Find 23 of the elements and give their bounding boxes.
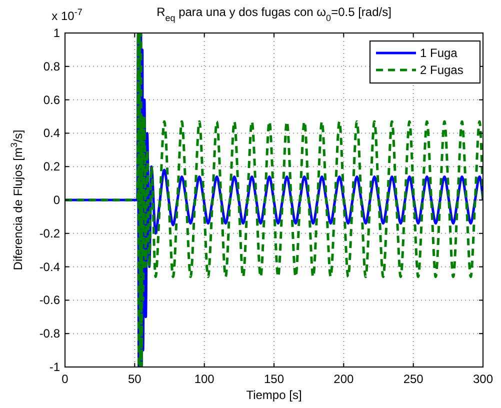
y-tick-label: 0.2 bbox=[43, 160, 60, 174]
x-tick-label: 100 bbox=[194, 372, 215, 386]
x-tick-label: 150 bbox=[264, 372, 284, 386]
y-tick-label: 0.6 bbox=[43, 92, 60, 107]
legend-label: 2 Fugas bbox=[420, 63, 464, 77]
y-tick-label: 0 bbox=[53, 193, 60, 207]
y-tick-label: -0.4 bbox=[39, 260, 60, 274]
y-tick-label: 0.8 bbox=[43, 59, 60, 74]
y-tick-label: -0.8 bbox=[39, 326, 60, 341]
text: x 10$^{-7}$ bbox=[52, 7, 82, 23]
x-tick-label: 50 bbox=[128, 372, 142, 386]
y-tick-label: -0.2 bbox=[39, 226, 60, 240]
x-axis-title: Tiempo [s] bbox=[246, 388, 302, 402]
x-tick-label: 300 bbox=[472, 372, 494, 386]
y-tick-label: -1 bbox=[49, 360, 60, 374]
y-tick-label: 1 bbox=[53, 26, 60, 40]
y-tick-label: -0.6 bbox=[39, 293, 60, 308]
y-tick-label: 0.4 bbox=[43, 126, 60, 140]
legend-label: 1 Fuga bbox=[420, 46, 458, 60]
chart-title: R$_{eq}$ para una y dos fugas con ω$_{0}$=0.5 [rad/s] bbox=[156, 5, 392, 23]
x-tick-label: 0 bbox=[62, 372, 69, 386]
x-tick-label: 250 bbox=[403, 372, 424, 386]
x-tick-label: 200 bbox=[334, 372, 354, 386]
